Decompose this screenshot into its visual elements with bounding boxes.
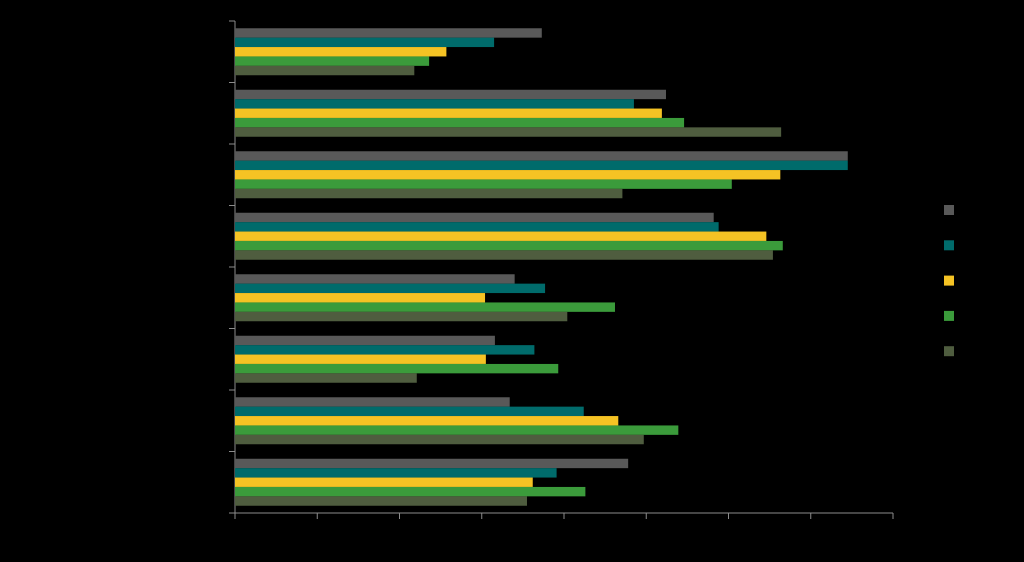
- bar: [235, 117, 685, 128]
- bar: [235, 28, 542, 38]
- bar: [235, 65, 415, 76]
- legend-swatch: [944, 346, 954, 357]
- bar: [235, 311, 568, 322]
- bar: [235, 240, 783, 251]
- bar: [235, 416, 619, 426]
- legend-swatch: [944, 310, 954, 321]
- x-tick-label: 2: [396, 523, 403, 537]
- bar: [235, 406, 584, 417]
- bar: [235, 151, 848, 161]
- bar: [235, 212, 714, 223]
- legend-swatch: [944, 240, 954, 251]
- bar: [235, 89, 666, 100]
- bar: [235, 274, 515, 284]
- bar: [235, 170, 781, 180]
- legend-swatch: [944, 275, 954, 286]
- x-tick-label: 6: [725, 523, 732, 537]
- bar: [235, 283, 546, 294]
- bar: [235, 434, 644, 445]
- x-tick-label: 8: [890, 523, 897, 537]
- bar: [235, 160, 848, 171]
- bar: [235, 496, 527, 506]
- x-tick-label: 4: [561, 523, 568, 537]
- bar: [235, 108, 662, 118]
- bar: [235, 222, 719, 232]
- legend-swatch: [944, 205, 954, 215]
- bar: [235, 397, 510, 407]
- bar: [235, 56, 430, 66]
- bar: [235, 373, 417, 383]
- bar: [235, 47, 447, 57]
- bar: [235, 335, 495, 346]
- x-tick-label: 1: [314, 523, 321, 537]
- x-tick-label: 0: [232, 523, 239, 537]
- bar: [235, 486, 586, 497]
- bar: [235, 477, 533, 487]
- bar: [235, 302, 615, 312]
- bar: [235, 231, 767, 241]
- bar: [235, 188, 623, 199]
- bar: [235, 425, 679, 435]
- bar: [235, 250, 773, 260]
- bar: [235, 99, 634, 109]
- bar: [235, 293, 486, 303]
- bar: [235, 363, 559, 374]
- bar: [235, 354, 486, 364]
- bar: [235, 458, 629, 469]
- x-tick-label: 7: [807, 523, 814, 537]
- bar: [235, 345, 535, 355]
- bar: [235, 179, 732, 189]
- x-tick-label: 5: [643, 523, 650, 537]
- x-tick-label: 3: [478, 523, 485, 537]
- bar: [235, 127, 782, 137]
- bar: [235, 37, 495, 48]
- bar: [235, 468, 557, 478]
